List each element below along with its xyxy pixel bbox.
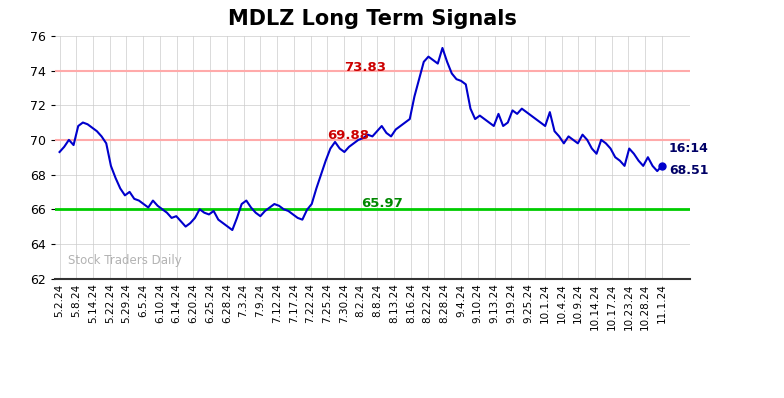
Title: MDLZ Long Term Signals: MDLZ Long Term Signals bbox=[228, 9, 517, 29]
Text: 73.83: 73.83 bbox=[344, 61, 386, 74]
Text: 69.88: 69.88 bbox=[327, 129, 369, 142]
Text: 68.51: 68.51 bbox=[669, 164, 709, 178]
Text: 16:14: 16:14 bbox=[669, 142, 709, 155]
Text: Stock Traders Daily: Stock Traders Daily bbox=[67, 254, 181, 267]
Text: 65.97: 65.97 bbox=[361, 197, 402, 210]
